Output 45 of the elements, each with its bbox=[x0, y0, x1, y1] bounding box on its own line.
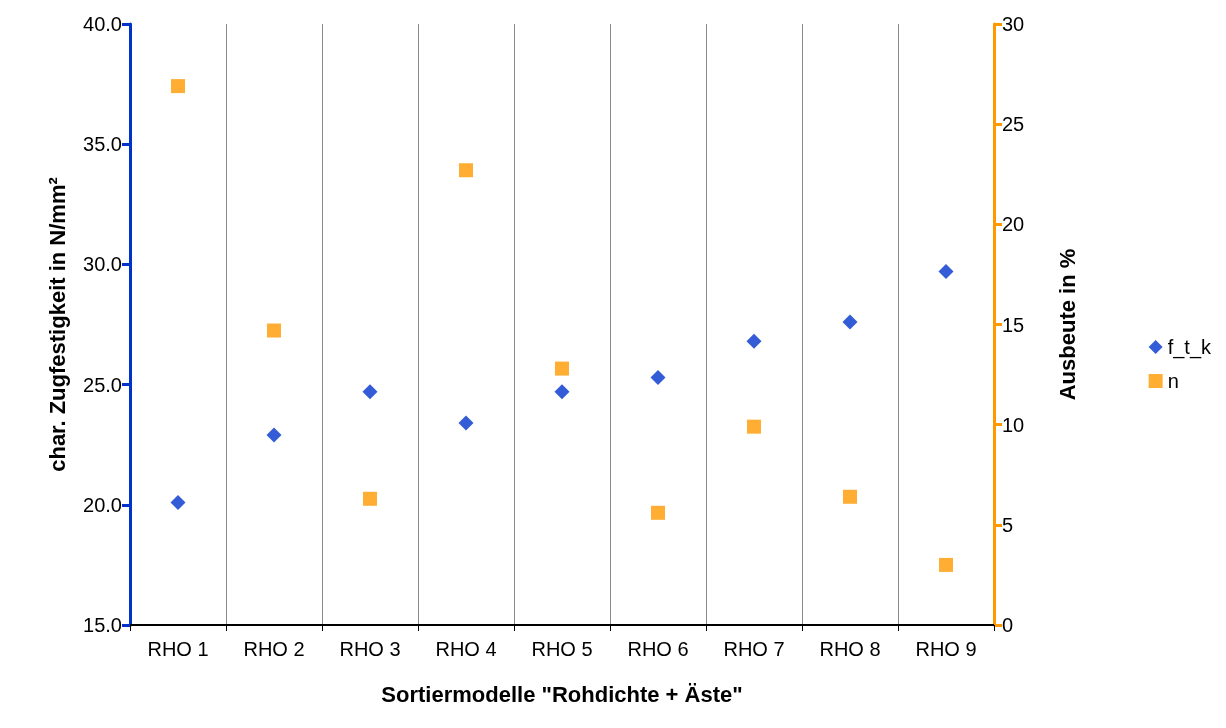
point bbox=[555, 361, 569, 376]
x-tick-label: RHO 8 bbox=[819, 638, 881, 660]
y2-tick-label: 20 bbox=[1002, 213, 1025, 236]
y2-axis-title: Ausbeute in % bbox=[1054, 248, 1080, 401]
point bbox=[843, 489, 857, 504]
y-tick-label: 15.0 bbox=[83, 614, 122, 636]
point bbox=[459, 163, 473, 178]
point bbox=[747, 419, 761, 434]
y-tick-label: 40.0 bbox=[83, 13, 122, 35]
point bbox=[938, 264, 954, 280]
y-tick-label: 25.0 bbox=[83, 373, 122, 396]
point bbox=[170, 494, 186, 510]
x-tick-label: RHO 1 bbox=[147, 638, 209, 660]
point bbox=[939, 557, 953, 572]
y2-tick-label: 30 bbox=[1002, 13, 1025, 35]
y-tick-label: 30.0 bbox=[83, 253, 122, 276]
point bbox=[746, 333, 762, 349]
x-tick-label: RHO 3 bbox=[339, 638, 401, 660]
point bbox=[363, 491, 377, 506]
y-tick-label: 20.0 bbox=[83, 493, 122, 516]
point bbox=[651, 505, 665, 520]
point bbox=[267, 323, 281, 338]
x-tick-label: RHO 9 bbox=[915, 638, 977, 660]
point bbox=[362, 384, 378, 400]
y2-tick-label: 15 bbox=[1002, 313, 1025, 336]
point bbox=[650, 369, 666, 385]
y-axis-title: char. Zugfestigkeit in N/mm² bbox=[44, 177, 70, 472]
y2-tick-label: 10 bbox=[1002, 413, 1025, 436]
x-tick-label: RHO 4 bbox=[435, 638, 497, 660]
y2-tick-label: 0 bbox=[1002, 614, 1014, 636]
y2-tick-label: 5 bbox=[1002, 513, 1014, 536]
x-tick-label: RHO 5 bbox=[531, 638, 593, 660]
x-tick-label: RHO 6 bbox=[627, 638, 689, 660]
legend-label: n bbox=[1167, 370, 1179, 392]
x-tick-label: RHO 2 bbox=[243, 638, 305, 660]
y2-tick-label: 25 bbox=[1002, 113, 1025, 136]
point bbox=[171, 79, 185, 94]
point bbox=[458, 415, 474, 431]
point bbox=[842, 314, 858, 330]
point bbox=[266, 427, 282, 443]
y-tick-label: 35.0 bbox=[83, 133, 122, 156]
x-tick-label: RHO 7 bbox=[723, 638, 785, 660]
point bbox=[554, 384, 570, 400]
x-axis-title: Sortiermodelle "Rohdichte + Äste" bbox=[381, 681, 743, 707]
legend-label: f_t_k bbox=[1167, 336, 1212, 359]
